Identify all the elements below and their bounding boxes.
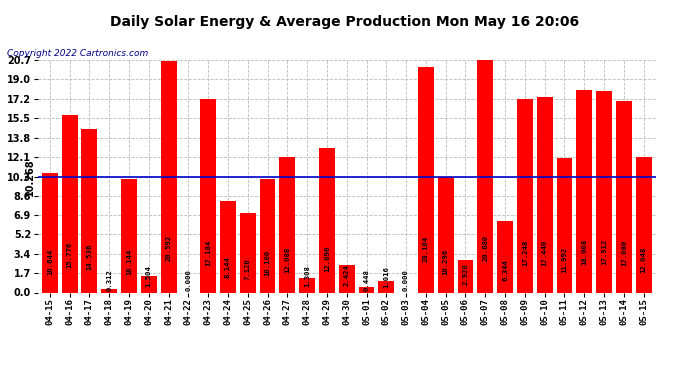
Text: 20.104: 20.104 [423,236,429,262]
Text: 17.912: 17.912 [601,239,607,265]
Text: 10.100: 10.100 [264,249,270,276]
Text: 1.504: 1.504 [146,265,152,287]
Text: 0.312: 0.312 [106,269,112,291]
Bar [141,276,157,292]
Bar [557,158,573,292]
Text: Daily Solar Energy & Average Production Mon May 16 20:06: Daily Solar Energy & Average Production … [110,15,580,29]
Text: 8.144: 8.144 [225,256,231,278]
Text: 10.144: 10.144 [126,249,132,276]
Bar [378,281,394,292]
Bar [339,265,355,292]
Bar [596,92,612,292]
Text: Copyright 2022 Cartronics.com: Copyright 2022 Cartronics.com [7,49,148,58]
Bar [42,173,58,292]
Text: 12.048: 12.048 [640,247,647,273]
Bar [279,157,295,292]
Bar [220,201,236,292]
Text: 17.440: 17.440 [542,239,548,266]
Bar [418,67,434,292]
Text: 6.344: 6.344 [502,259,508,280]
Text: 12.896: 12.896 [324,246,330,272]
Text: 11.992: 11.992 [562,247,567,273]
Text: 17.248: 17.248 [522,240,528,266]
Bar [437,177,453,292]
Text: 14.536: 14.536 [86,243,92,270]
Text: 17.184: 17.184 [205,240,211,266]
Text: 18.008: 18.008 [581,238,587,265]
Bar [81,129,97,292]
Text: 7.120: 7.120 [245,258,250,279]
Bar [497,221,513,292]
Bar [259,179,275,292]
Bar [477,60,493,292]
Bar [319,148,335,292]
Text: 1.016: 1.016 [384,266,389,288]
Text: 1.308: 1.308 [304,266,310,287]
Bar [359,288,375,292]
Bar [576,90,592,292]
Text: 10.644: 10.644 [47,249,53,275]
Text: 0.000: 0.000 [186,269,191,291]
Text: 12.088: 12.088 [284,247,290,273]
Text: 20.592: 20.592 [166,235,172,261]
Bar [61,115,77,292]
Text: 10.296: 10.296 [443,249,448,275]
Bar [517,99,533,292]
Text: 15.776: 15.776 [67,242,72,268]
Text: 20.680: 20.680 [482,235,489,261]
Bar [299,278,315,292]
Text: 17.080: 17.080 [621,240,627,266]
Bar [537,97,553,292]
Text: 0.000: 0.000 [403,269,409,291]
Text: 2.424: 2.424 [344,264,350,286]
Bar [161,61,177,292]
Bar [200,99,216,292]
Text: 0.448: 0.448 [364,269,370,291]
Bar [635,157,651,292]
Bar [240,213,256,292]
Bar [121,178,137,292]
Bar [457,260,473,292]
Text: 2.920: 2.920 [462,263,469,285]
Bar [616,100,632,292]
Bar [101,289,117,292]
